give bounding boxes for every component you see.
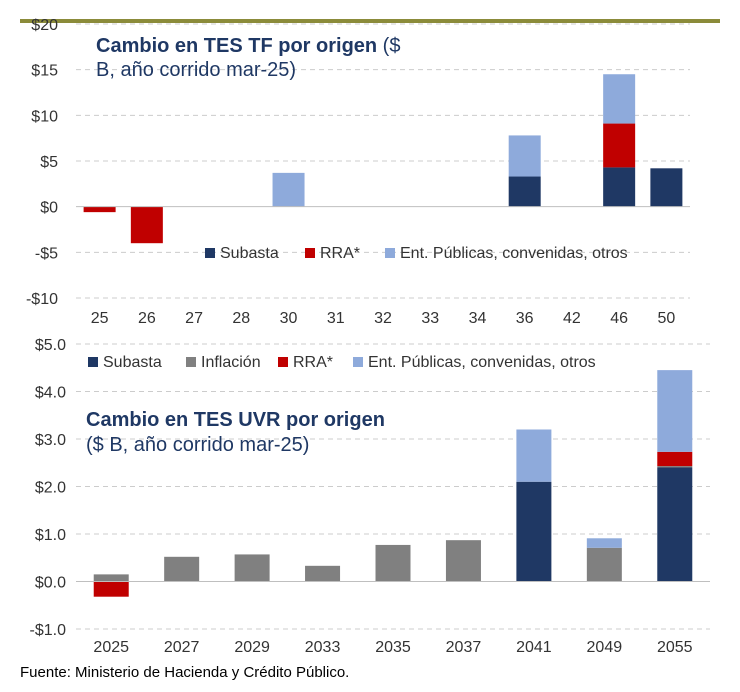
legend-label-ent: Ent. Públicas, convenidas, otros (400, 245, 628, 262)
x-tick-label: 30 (280, 310, 298, 327)
tes-tf-chart: $20 $15 $10 $5 $0 -$5 -$10 25 26 27 28 30 31 32 33 34 36… (26, 17, 690, 327)
x-tick-label: 2027 (164, 639, 200, 656)
x-tick-label: 2035 (375, 639, 411, 656)
tes-uvr-title-bold: Cambio en TES UVR por origen (86, 409, 385, 431)
x-tick-label: 42 (563, 310, 581, 327)
y-tick-label: $5 (40, 154, 58, 171)
y-tick-label: -$5 (35, 245, 58, 262)
legend-label-inflacion: Inflación (201, 354, 261, 371)
y-tick-label: $10 (31, 108, 58, 125)
x-tick-label: 2041 (516, 639, 552, 656)
x-tick-label: 2037 (446, 639, 482, 656)
legend-swatch-ent (353, 357, 363, 367)
y-tick-label: $0 (40, 200, 58, 217)
x-tick-label: 31 (327, 310, 345, 327)
y-tick-label: $2.0 (35, 480, 66, 497)
bar-ent-30 (272, 172, 305, 207)
bar-subasta-2055 (657, 467, 693, 582)
y-tick-label: $1.0 (35, 527, 66, 544)
tes-tf-title-line2: B, año corrido mar-25) (96, 59, 297, 81)
x-tick-label: 50 (657, 310, 675, 327)
x-tick-label: 2033 (305, 639, 341, 656)
bar-rra-2055 (657, 451, 693, 467)
tes-tf-title-bold: Cambio en TES TF por origen (96, 35, 378, 57)
bar-ent-2055 (657, 370, 693, 452)
x-tick-label: 28 (232, 310, 250, 327)
bar-subasta-2041 (516, 481, 552, 582)
legend-swatch-subasta (88, 357, 98, 367)
legend-swatch-subasta (205, 248, 215, 258)
legend-label-rra: RRA* (293, 354, 333, 371)
bar-subasta-46 (603, 167, 636, 207)
y-tick-label: $4.0 (35, 385, 66, 402)
tes-uvr-title-line2: ($ B, año corrido mar-25) (86, 434, 310, 456)
legend-label-rra: RRA* (320, 245, 360, 262)
bar-inflacion-2049 (586, 547, 622, 582)
legend-swatch-ent (385, 248, 395, 258)
legend-label-subasta: Subasta (103, 354, 162, 371)
x-tick-label: 36 (516, 310, 534, 327)
y-tick-label: $15 (31, 63, 58, 80)
source-note: Fuente: Ministerio de Hacienda y Crédito… (20, 664, 350, 681)
x-tick-label: 2049 (587, 639, 623, 656)
x-tick-label: 26 (138, 310, 156, 327)
y-tick-label: -$1.0 (30, 622, 67, 639)
legend-swatch-rra (278, 357, 288, 367)
x-tick-label: 46 (610, 310, 628, 327)
bar-rra-2025 (93, 581, 129, 597)
legend-label-ent: Ent. Públicas, convenidas, otros (368, 354, 596, 371)
bar-inflacion-2033 (305, 565, 341, 582)
x-tick-label: 32 (374, 310, 392, 327)
y-tick-label: $5.0 (35, 337, 66, 354)
bar-ent-36 (508, 135, 541, 177)
legend-label-subasta: Subasta (220, 245, 279, 262)
x-tick-label: 25 (91, 310, 109, 327)
bar-ent-2049 (586, 538, 622, 548)
bar-inflacion-2029 (234, 554, 270, 582)
bar-rra-25 (83, 206, 116, 213)
bar-inflacion-2035 (375, 544, 411, 582)
legend-swatch-inflacion (186, 357, 196, 367)
y-tick-label: $20 (31, 17, 58, 34)
x-tick-label: 2055 (657, 639, 693, 656)
bar-ent-2041 (516, 429, 552, 482)
x-tick-label: 2025 (93, 639, 129, 656)
tes-tf-chart-title: Cambio en TES TF por origen ($ B, año co… (96, 34, 496, 82)
tes-tf-title-rest: ($ (377, 35, 401, 57)
tes-uvr-chart: $5.0 $4.0 $3.0 $2.0 $1.0 $0.0 -$1.0 2025 2027 202… (30, 337, 710, 656)
bar-subasta-50 (650, 168, 683, 207)
x-tick-label: 2029 (234, 639, 270, 656)
bar-rra-46 (603, 123, 636, 168)
legend-swatch-rra (305, 248, 315, 258)
bar-ent-46 (603, 74, 636, 124)
x-tick-label: 34 (469, 310, 487, 327)
x-tick-label: 33 (421, 310, 439, 327)
y-tick-label: $0.0 (35, 575, 66, 592)
y-tick-label: -$10 (26, 291, 58, 308)
x-tick-label: 27 (185, 310, 203, 327)
bar-inflacion-2037 (445, 540, 481, 582)
bar-subasta-36 (508, 176, 541, 207)
tes-uvr-chart-title: Cambio en TES UVR por origen ($ B, año c… (86, 408, 506, 458)
bar-inflacion-2027 (164, 556, 200, 582)
bar-inflacion-2025 (93, 574, 129, 582)
bar-rra-26 (130, 206, 163, 244)
bar-inflacion-2055 (657, 466, 693, 468)
y-tick-label: $3.0 (35, 432, 66, 449)
